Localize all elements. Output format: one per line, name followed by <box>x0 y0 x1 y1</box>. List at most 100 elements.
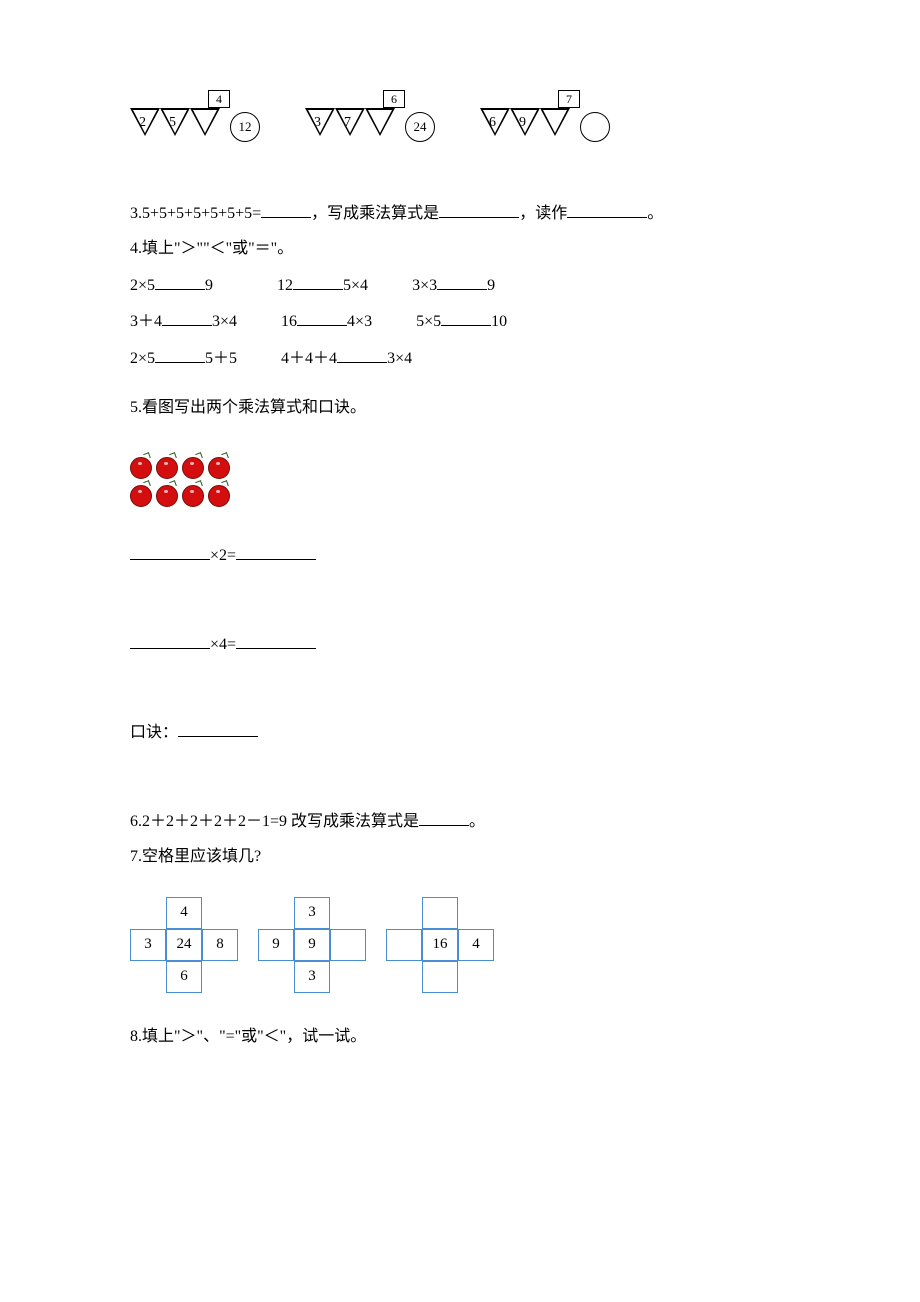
fill-blank[interactable] <box>439 200 519 218</box>
q3-mid2: ，读作 <box>519 205 567 222</box>
square-val: 4 <box>208 90 230 108</box>
cell-right: 4 <box>458 929 494 961</box>
expr: 2×5 <box>130 350 155 367</box>
compare-row-1: 2×5 9 12 5×4 3×3 9 <box>130 272 790 301</box>
question-8: 8.填上"＞"、"="或"＜"，试一试。 <box>130 1023 790 1052</box>
fill-blank[interactable] <box>178 719 258 737</box>
tri1-val: 2 <box>139 110 146 135</box>
tri2-val: 5 <box>169 110 176 135</box>
fill-blank[interactable] <box>437 272 487 290</box>
expr: 10 <box>491 313 507 330</box>
cherry-diagram <box>130 453 790 507</box>
q5-eq1: ×2= <box>130 542 790 571</box>
q4-label: 4.填上"＞""＜"或"＝"。 <box>130 240 293 257</box>
cell-center: 24 <box>166 929 202 961</box>
expr: 12 <box>277 277 293 294</box>
q5-eq2: ×4= <box>130 631 790 660</box>
fill-blank[interactable] <box>441 308 491 326</box>
cell-right[interactable] <box>330 929 366 961</box>
square-val: 6 <box>383 90 405 108</box>
compare-row-3: 2×55＋5 4＋4＋43×4 <box>130 345 790 374</box>
expr: 3×4 <box>387 350 412 367</box>
q5-koujue: 口诀： <box>130 719 790 748</box>
cell-top[interactable] <box>422 897 458 929</box>
tri2-val: 9 <box>519 110 526 135</box>
question-5: 5.看图写出两个乘法算式和口诀。 <box>130 394 790 423</box>
expr: 4×3 <box>347 313 372 330</box>
cell-top: 4 <box>166 897 202 929</box>
fill-blank[interactable] <box>155 345 205 363</box>
q7-label: 7.空格里应该填几? <box>130 848 261 865</box>
fill-blank[interactable] <box>130 542 210 560</box>
q6-end: 。 <box>469 813 485 830</box>
triangle-group-1: 2 5 4 12 <box>130 100 290 150</box>
cell-left[interactable] <box>386 929 422 961</box>
fill-blank[interactable] <box>261 200 311 218</box>
cherry-row <box>130 453 790 479</box>
cross-grid-2: 3 99 3 <box>258 897 366 993</box>
question-3: 3.5+5+5+5+5+5+5= ，写成乘法算式是 ，读作 。 <box>130 200 790 229</box>
cell-right: 8 <box>202 929 238 961</box>
fill-blank[interactable] <box>236 631 316 649</box>
cherry-icon <box>182 481 206 507</box>
expr: 9 <box>487 277 495 294</box>
cross-grid-1: 4 3248 6 <box>130 897 238 993</box>
question-4: 4.填上"＞""＜"或"＝"。 <box>130 235 790 264</box>
eq-text: ×2= <box>210 547 236 564</box>
q3-expr: 3.5+5+5+5+5+5+5= <box>130 205 261 222</box>
cherry-row <box>130 481 790 507</box>
circle-val <box>580 112 610 142</box>
fill-blank[interactable] <box>293 272 343 290</box>
question-6: 6.2＋2＋2＋2＋2－1=9 改写成乘法算式是 。 <box>130 808 790 837</box>
tri1-val: 3 <box>314 110 321 135</box>
fill-blank[interactable] <box>419 808 469 826</box>
cell-top: 3 <box>294 897 330 929</box>
q3-end: 。 <box>647 205 663 222</box>
cherry-icon <box>156 481 180 507</box>
triangle-group-3: 6 9 7 <box>480 100 640 150</box>
cherry-icon <box>130 453 154 479</box>
tri1-val: 6 <box>489 110 496 135</box>
cell-left: 9 <box>258 929 294 961</box>
q3-mid1: ，写成乘法算式是 <box>311 205 439 222</box>
fill-blank[interactable] <box>297 308 347 326</box>
cell-left: 3 <box>130 929 166 961</box>
cherry-icon <box>208 481 232 507</box>
square-val: 7 <box>558 90 580 108</box>
circle-val: 12 <box>230 112 260 142</box>
cell-center: 9 <box>294 929 330 961</box>
expr: 16 <box>281 313 297 330</box>
expr: 9 <box>205 277 213 294</box>
cell-center: 16 <box>422 929 458 961</box>
fill-blank[interactable] <box>162 308 212 326</box>
expr: 3＋4 <box>130 313 162 330</box>
q8-label: 8.填上"＞"、"="或"＜"，试一试。 <box>130 1028 366 1045</box>
q5-label: 5.看图写出两个乘法算式和口诀。 <box>130 399 366 416</box>
cherry-icon <box>156 453 180 479</box>
koujue-label: 口诀： <box>130 724 178 741</box>
fill-blank[interactable] <box>236 542 316 560</box>
expr: 5×4 <box>343 277 368 294</box>
cell-bottom: 6 <box>166 961 202 993</box>
circle-val: 24 <box>405 112 435 142</box>
cross-puzzles: 4 3248 6 3 99 3 164 <box>130 897 790 993</box>
fill-blank[interactable] <box>130 631 210 649</box>
expr: 5×5 <box>416 313 441 330</box>
expr: 2×5 <box>130 277 155 294</box>
expr: 5＋5 <box>205 350 237 367</box>
cell-bottom[interactable] <box>422 961 458 993</box>
cherry-icon <box>182 453 206 479</box>
cherry-icon <box>130 481 154 507</box>
cross-grid-3: 164 <box>386 897 494 993</box>
question-7: 7.空格里应该填几? <box>130 843 790 872</box>
q6-label: 6.2＋2＋2＋2＋2－1=9 改写成乘法算式是 <box>130 813 419 830</box>
fill-blank[interactable] <box>155 272 205 290</box>
tri2-val: 7 <box>344 110 351 135</box>
triangle-diagram-row: 2 5 4 12 3 7 6 24 6 9 7 <box>130 100 790 150</box>
expr: 3×3 <box>412 277 437 294</box>
fill-blank[interactable] <box>337 345 387 363</box>
expr: 3×4 <box>212 313 237 330</box>
compare-row-2: 3＋4 3×4 16 4×3 5×5 10 <box>130 308 790 337</box>
fill-blank[interactable] <box>567 200 647 218</box>
eq-text: ×4= <box>210 636 236 653</box>
